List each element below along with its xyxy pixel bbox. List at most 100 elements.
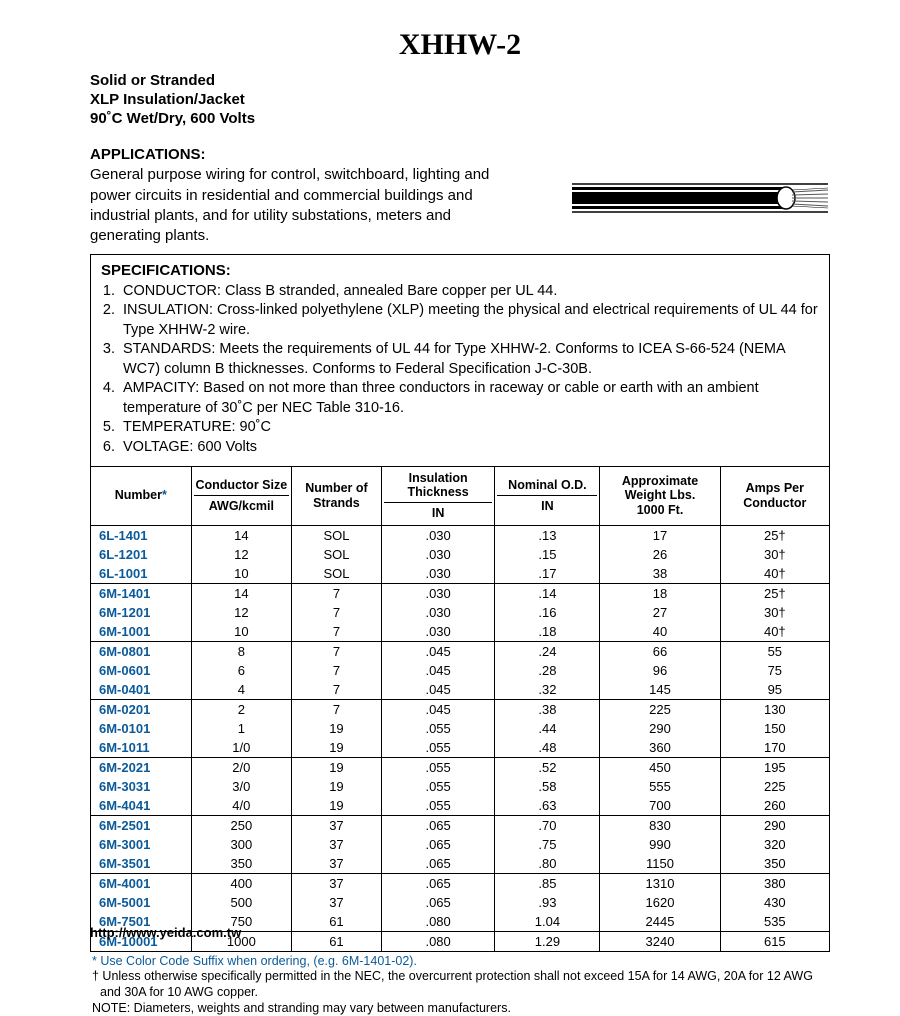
table-cell: .045 — [381, 680, 495, 700]
table-cell: 350 — [191, 854, 292, 874]
table-cell: .32 — [495, 680, 600, 700]
table-cell: .13 — [495, 525, 600, 545]
table-cell: 6M-3001 — [91, 835, 192, 854]
table-cell: 10 — [191, 622, 292, 642]
subtitle-line-1: Solid or Stranded — [90, 72, 215, 89]
subtitle: Solid or Stranded XLP Insulation/Jacket … — [90, 72, 830, 128]
table-cell: 40 — [600, 622, 720, 642]
table-cell: 30† — [720, 603, 829, 622]
table-cell: 6M-1001 — [91, 622, 192, 642]
table-cell: .24 — [495, 641, 600, 661]
table-cell: .16 — [495, 603, 600, 622]
table-cell: 37 — [292, 854, 382, 874]
table-cell: 6M-0401 — [91, 680, 192, 700]
col-amps: Amps Per Conductor — [720, 466, 829, 525]
table-cell: 19 — [292, 796, 382, 816]
table-cell: .080 — [381, 912, 495, 932]
table-cell: 830 — [600, 815, 720, 835]
table-cell: .52 — [495, 757, 600, 777]
spec-item: VOLTAGE: 600 Volts — [119, 438, 819, 458]
table-cell: SOL — [292, 525, 382, 545]
table-cell: 6L-1201 — [91, 545, 192, 564]
table-cell: 225 — [720, 777, 829, 796]
spec-table: Number* Conductor Size AWG/kcmil Number … — [90, 466, 830, 952]
table-cell: 615 — [720, 931, 829, 951]
table-cell: 95 — [720, 680, 829, 700]
table-cell: .065 — [381, 835, 495, 854]
table-cell: 14 — [191, 583, 292, 603]
table-cell: 535 — [720, 912, 829, 932]
table-cell: 6M-4001 — [91, 873, 192, 893]
table-cell: .58 — [495, 777, 600, 796]
table-cell: 1.29 — [495, 931, 600, 951]
footnote-dagger: † Unless otherwise specifically permitte… — [92, 969, 828, 1000]
table-cell: 2445 — [600, 912, 720, 932]
table-cell: .030 — [381, 564, 495, 584]
table-cell: .030 — [381, 622, 495, 642]
table-cell: 555 — [600, 777, 720, 796]
table-row: 6M-500150037.065.931620430 — [91, 893, 830, 912]
table-cell: 6L-1001 — [91, 564, 192, 584]
table-cell: 6 — [191, 661, 292, 680]
table-cell: 18 — [600, 583, 720, 603]
table-cell: 30† — [720, 545, 829, 564]
table-cell: 700 — [600, 796, 720, 816]
table-cell: 360 — [600, 738, 720, 758]
table-cell: 1 — [191, 719, 292, 738]
table-cell: 300 — [191, 835, 292, 854]
table-row: 6M-1401147.030.141825† — [91, 583, 830, 603]
table-row: 6M-080187.045.246655 — [91, 641, 830, 661]
table-row: 6M-300130037.065.75990320 — [91, 835, 830, 854]
table-row: 6M-060167.045.289675 — [91, 661, 830, 680]
specifications-heading: SPECIFICATIONS: — [101, 261, 819, 281]
table-cell: 1150 — [600, 854, 720, 874]
table-cell: 290 — [600, 719, 720, 738]
table-cell: 19 — [292, 719, 382, 738]
table-cell: 990 — [600, 835, 720, 854]
table-cell: 40† — [720, 622, 829, 642]
table-cell: 1620 — [600, 893, 720, 912]
subtitle-line-3: 90˚C Wet/Dry, 600 Volts — [90, 110, 255, 127]
col-insulation: Insulation Thickness IN — [381, 466, 495, 525]
subtitle-line-2: XLP Insulation/Jacket — [90, 91, 245, 108]
table-row: 6M-1001107.030.184040† — [91, 622, 830, 642]
table-row: 6M-400140037.065.851310380 — [91, 873, 830, 893]
applications-heading: APPLICATIONS: — [90, 146, 558, 163]
table-cell: .030 — [381, 545, 495, 564]
table-cell: 6M-1401 — [91, 583, 192, 603]
table-cell: .030 — [381, 525, 495, 545]
table-cell: 6M-1011 — [91, 738, 192, 758]
table-cell: 1/0 — [191, 738, 292, 758]
table-cell: 6M-2501 — [91, 815, 192, 835]
table-cell: 130 — [720, 699, 829, 719]
page-title: XHHW-2 — [90, 28, 830, 62]
table-cell: 350 — [720, 854, 829, 874]
table-cell: 12 — [191, 545, 292, 564]
table-body: 6L-140114SOL.030.131725†6L-120112SOL.030… — [91, 525, 830, 951]
table-row: 6M-1201127.030.162730† — [91, 603, 830, 622]
spec-item: AMPACITY: Based on not more than three c… — [119, 379, 819, 418]
footnotes: * Use Color Code Suffix when ordering, (… — [90, 954, 830, 1016]
table-cell: 26 — [600, 545, 720, 564]
table-cell: 38 — [600, 564, 720, 584]
table-cell: .045 — [381, 699, 495, 719]
table-cell: 195 — [720, 757, 829, 777]
table-cell: .065 — [381, 893, 495, 912]
col-number-label: Number — [115, 488, 162, 502]
footnote-note: NOTE: Diameters, weights and stranding m… — [92, 1001, 828, 1016]
table-row: 6M-20212/019.055.52450195 — [91, 757, 830, 777]
specifications-box: SPECIFICATIONS: CONDUCTOR: Class B stran… — [90, 254, 830, 465]
table-cell: .14 — [495, 583, 600, 603]
table-cell: 290 — [720, 815, 829, 835]
table-cell: 19 — [292, 757, 382, 777]
table-cell: 6L-1401 — [91, 525, 192, 545]
table-cell: 14 — [191, 525, 292, 545]
table-cell: 6M-0801 — [91, 641, 192, 661]
table-cell: 3/0 — [191, 777, 292, 796]
table-row: 6M-250125037.065.70830290 — [91, 815, 830, 835]
table-cell: 6M-0201 — [91, 699, 192, 719]
table-row: 6M-40414/019.055.63700260 — [91, 796, 830, 816]
table-cell: 4 — [191, 680, 292, 700]
table-row: 6M-10111/019.055.48360170 — [91, 738, 830, 758]
table-cell: 250 — [191, 815, 292, 835]
